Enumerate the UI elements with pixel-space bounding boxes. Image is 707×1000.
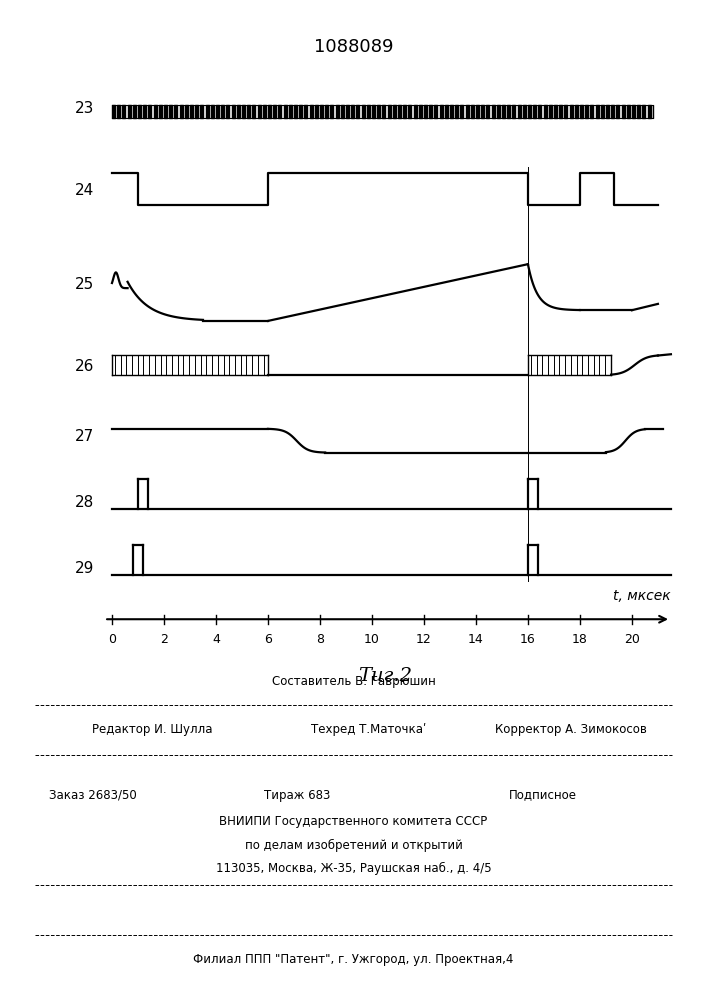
Text: 29: 29 — [74, 561, 94, 576]
Text: 6: 6 — [264, 633, 272, 646]
Text: t, мксек: t, мксек — [613, 589, 671, 603]
Text: 27: 27 — [74, 429, 94, 444]
Text: Корректор А. Зимокосов: Корректор А. Зимокосов — [495, 724, 647, 736]
Bar — [112, 105, 653, 118]
Text: 14: 14 — [468, 633, 484, 646]
Text: 25: 25 — [74, 277, 94, 292]
Text: 18: 18 — [572, 633, 588, 646]
Text: 113035, Москва, Ж-35, Раушская наб., д. 4/5: 113035, Москва, Ж-35, Раушская наб., д. … — [216, 861, 491, 875]
Text: 12: 12 — [416, 633, 432, 646]
Text: Подписное: Подписное — [509, 788, 577, 802]
Text: 10: 10 — [364, 633, 380, 646]
Text: Тираж 683: Тираж 683 — [264, 788, 330, 802]
Text: 20: 20 — [624, 633, 640, 646]
Text: 4: 4 — [212, 633, 220, 646]
Bar — [528, 355, 611, 375]
Text: 23: 23 — [74, 101, 94, 116]
Text: Заказ 2683/50: Заказ 2683/50 — [49, 788, 137, 802]
Text: Филиал ППП "Патент", г. Ужгород, ул. Проектная,4: Филиал ППП "Патент", г. Ужгород, ул. Про… — [193, 954, 514, 966]
Text: по делам изобретений и открытий: по делам изобретений и открытий — [245, 838, 462, 852]
Text: 16: 16 — [520, 633, 536, 646]
Text: 8: 8 — [316, 633, 324, 646]
Text: 28: 28 — [74, 495, 94, 510]
Text: 26: 26 — [74, 359, 94, 374]
Text: ВНИИПИ Государственного комитета СССР: ВНИИПИ Государственного комитета СССР — [219, 816, 488, 828]
Text: 1088089: 1088089 — [314, 38, 393, 56]
Text: 2: 2 — [160, 633, 168, 646]
Text: Составитель В. Гаврюшин: Составитель В. Гаврюшин — [271, 676, 436, 688]
Text: Редактор И. Шулла: Редактор И. Шулла — [92, 724, 212, 736]
Text: 24: 24 — [74, 183, 94, 198]
Text: Техред Т.Маточкаʹ: Техред Т.Маточкаʹ — [311, 724, 426, 736]
Bar — [112, 355, 268, 375]
Text: Τиг.2: Τиг.2 — [358, 667, 412, 685]
Text: 0: 0 — [108, 633, 116, 646]
